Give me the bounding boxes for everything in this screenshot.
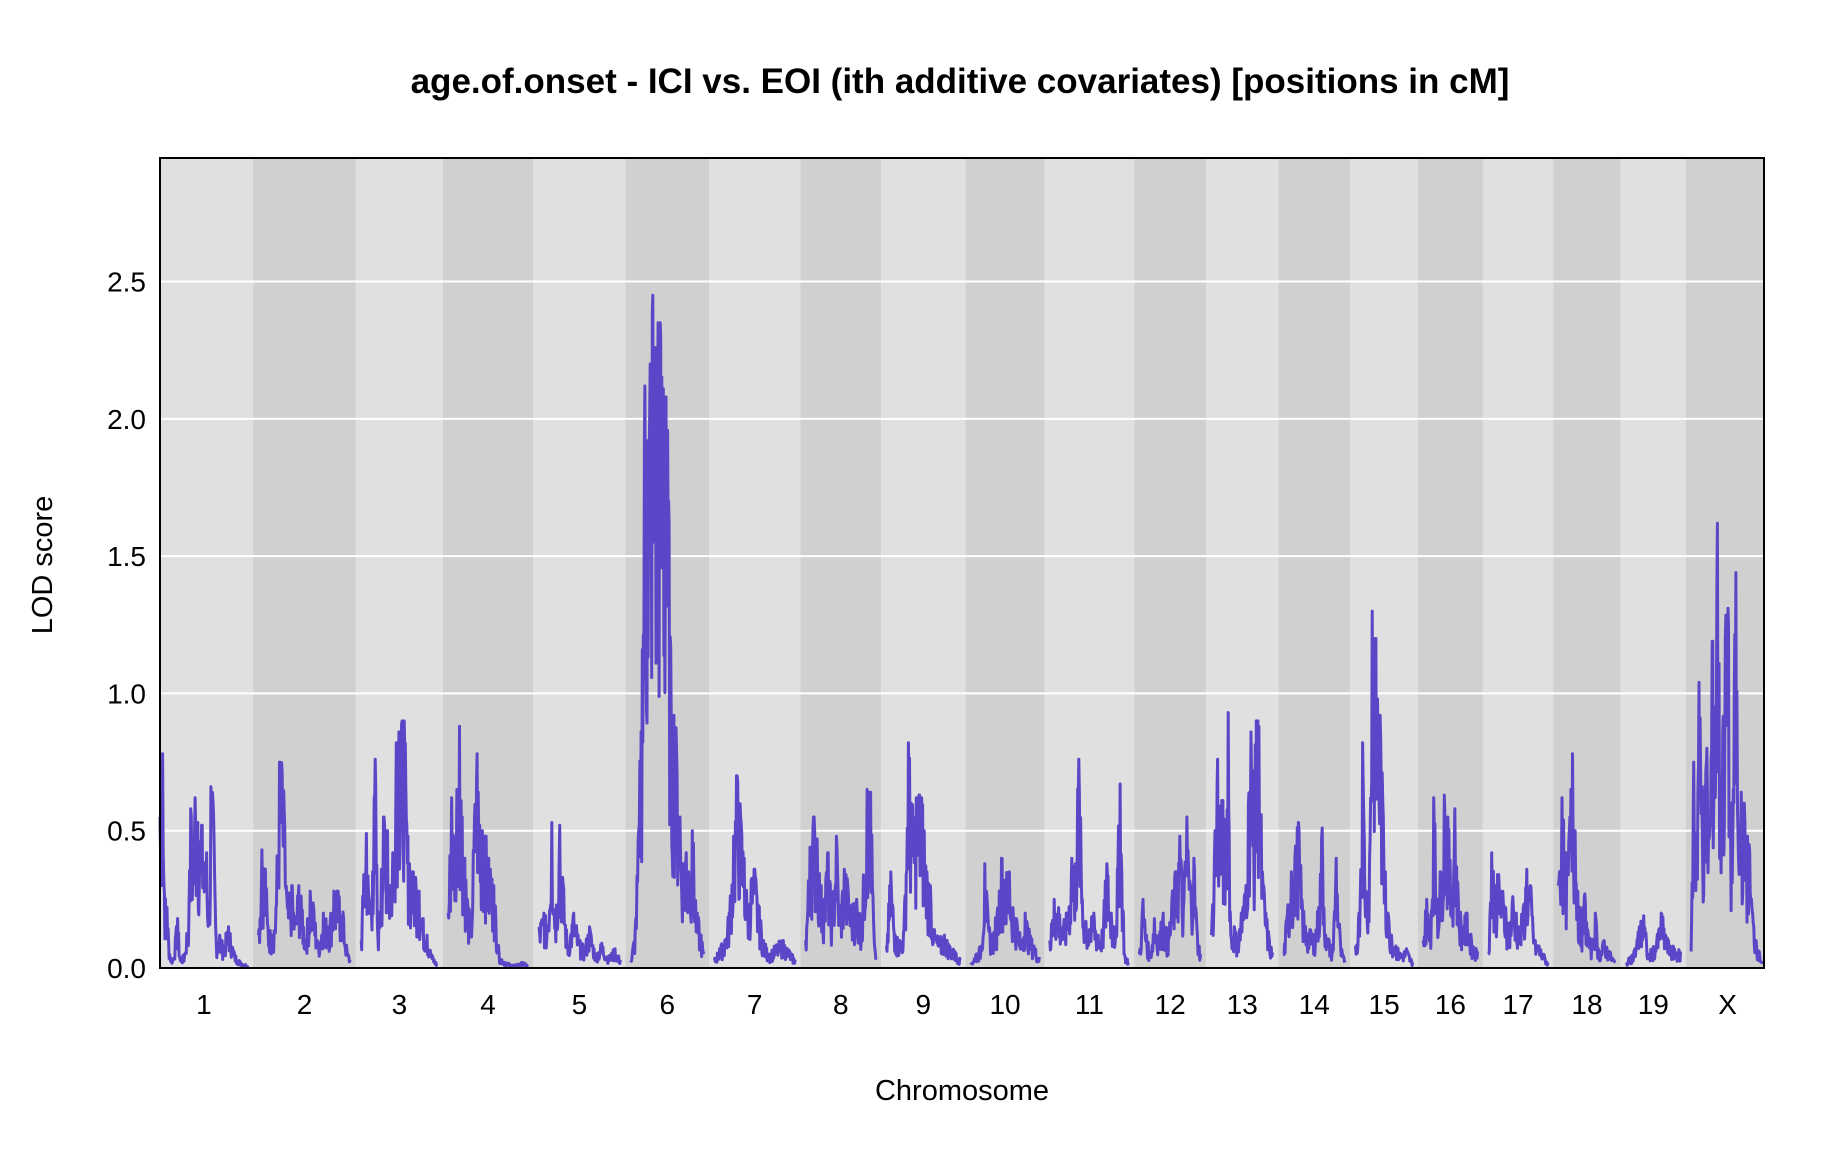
y-tick-label: 0.5 bbox=[107, 816, 146, 847]
lod-curve-chr-11 bbox=[1048, 757, 1130, 966]
lod-curve-chr-17 bbox=[1487, 851, 1550, 967]
x-tick-label: 12 bbox=[1155, 989, 1186, 1020]
y-tick-label: 2.5 bbox=[107, 267, 146, 298]
lod-curve-chr-1 bbox=[158, 752, 250, 969]
lod-curve-chr-2 bbox=[256, 760, 352, 964]
chromosome-band bbox=[533, 158, 626, 968]
lod-curve-chr-15 bbox=[1354, 609, 1415, 967]
x-tick-label: 19 bbox=[1638, 989, 1669, 1020]
y-tick-label: 0.0 bbox=[107, 953, 146, 984]
x-axis-label: Chromosome bbox=[875, 1075, 1049, 1107]
x-tick-label: 13 bbox=[1227, 989, 1258, 1020]
x-tick-label: 6 bbox=[660, 989, 676, 1020]
y-tick-label: 2.0 bbox=[107, 404, 146, 435]
x-tick-label: 14 bbox=[1299, 989, 1330, 1020]
lod-curve-chr-16 bbox=[1421, 793, 1480, 962]
chart-title: age.of.onset - ICI vs. EOI (ith additive… bbox=[411, 62, 1510, 101]
lod-curve-chr-19 bbox=[1625, 911, 1682, 967]
chromosome-band bbox=[1278, 158, 1351, 968]
x-tick-label: 15 bbox=[1369, 989, 1400, 1020]
x-tick-label: 5 bbox=[572, 989, 588, 1020]
lod-curve-chr-18 bbox=[1556, 752, 1617, 964]
lod-curve-chr-5 bbox=[537, 821, 622, 965]
x-tick-label: 8 bbox=[833, 989, 849, 1020]
x-tick-label: 10 bbox=[989, 989, 1020, 1020]
y-tick-label: 1.5 bbox=[107, 541, 146, 572]
chromosome-band bbox=[965, 158, 1045, 968]
x-tick-label: 3 bbox=[392, 989, 408, 1020]
lod-curve-chr-14 bbox=[1282, 821, 1347, 964]
lod-curve-chr-X bbox=[1689, 521, 1765, 965]
x-tick-label: 18 bbox=[1571, 989, 1602, 1020]
y-tick-label: 1.0 bbox=[107, 678, 146, 709]
x-tick-label: X bbox=[1718, 989, 1737, 1020]
chromosome-band bbox=[709, 158, 801, 968]
lod-curve-chr-12 bbox=[1137, 815, 1203, 962]
x-tick-label: 1 bbox=[196, 989, 212, 1020]
lod-curve-chr-7 bbox=[712, 774, 797, 965]
lod-curve-chr-4 bbox=[446, 724, 529, 969]
lod-curve-chr-9 bbox=[885, 741, 962, 966]
y-axis-label: LOD score bbox=[27, 496, 59, 635]
lod-curve-chr-3 bbox=[359, 719, 439, 967]
x-tick-label: 9 bbox=[916, 989, 932, 1020]
chromosome-band bbox=[253, 158, 356, 968]
chromosome-band bbox=[1134, 158, 1207, 968]
lod-curve-chr-6 bbox=[629, 293, 706, 964]
x-tick-label: 7 bbox=[747, 989, 763, 1020]
lod-curve-chr-13 bbox=[1210, 711, 1275, 960]
x-tick-label: 2 bbox=[297, 989, 313, 1020]
x-tick-label: 16 bbox=[1435, 989, 1466, 1020]
x-tick-label: 11 bbox=[1075, 989, 1104, 1020]
plot-frame bbox=[159, 157, 1765, 969]
x-tick-label: 4 bbox=[480, 989, 496, 1020]
chromosome-band bbox=[1620, 158, 1686, 968]
chromosome-band bbox=[1482, 158, 1554, 968]
lod-curve-chr-8 bbox=[804, 788, 878, 960]
x-tick-label: 17 bbox=[1502, 989, 1533, 1020]
lod-curve-chr-10 bbox=[969, 856, 1041, 966]
chromosome-band bbox=[160, 158, 254, 968]
